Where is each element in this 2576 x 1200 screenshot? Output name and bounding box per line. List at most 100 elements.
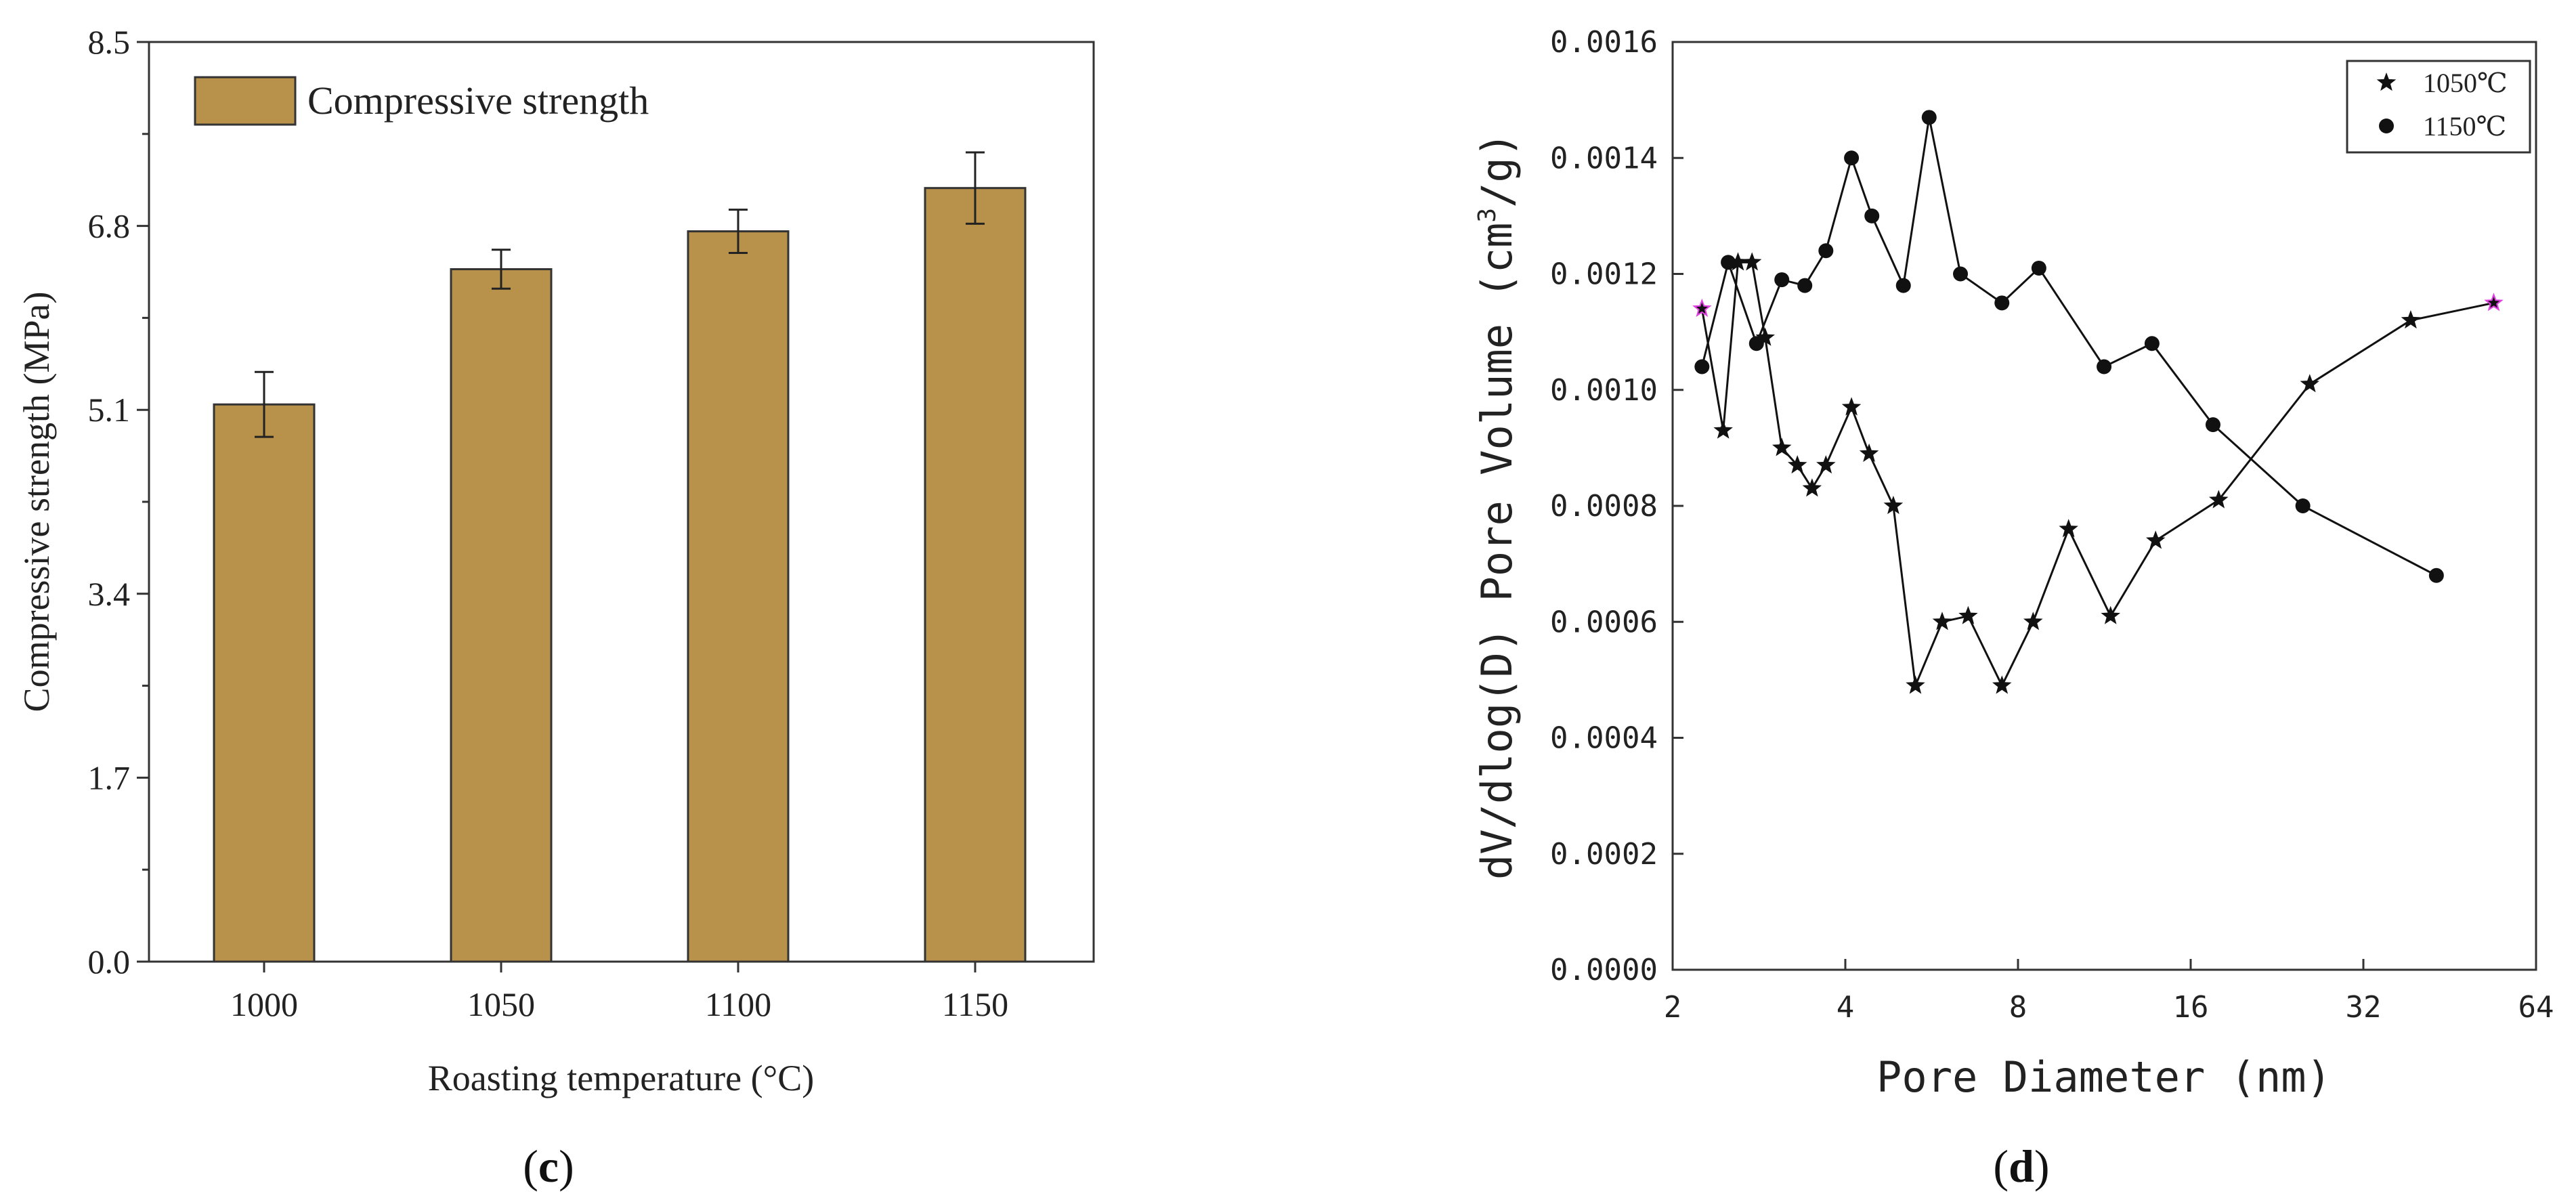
y-axis-label-superscript: 3: [1474, 208, 1501, 223]
legend-circle-marker: [2379, 119, 2394, 133]
series-point-1150: [1818, 243, 1834, 259]
error-bar-1150: [966, 151, 985, 225]
series-point-1050: [1958, 605, 1978, 624]
series-point-1150: [1844, 150, 1860, 166]
y-tick-label: 0.0016: [1550, 25, 1658, 60]
panel-label-open: (: [1993, 1140, 2009, 1192]
series-point-1150: [1895, 278, 1911, 293]
series-point-core: [2487, 297, 2500, 308]
series-point-1050: [1906, 675, 1925, 694]
y-tick-label: 0.0004: [1550, 721, 1658, 756]
series-point-1050: [2300, 374, 2319, 393]
series-point-1050: [1802, 478, 1822, 497]
bar-1050: [450, 268, 553, 963]
series-point-1050: [2209, 490, 2229, 509]
series-point-core: [1696, 302, 1708, 314]
series-point-1150: [2097, 359, 2112, 374]
compressive-strength-chart: 0.0 1.7 3.4 5.1 6.8 8.5 1000 1050 1100 1150 Comp…: [16, 23, 1095, 1192]
y-tick-label: 0.0006: [1550, 605, 1658, 639]
error-bar-group: [255, 151, 985, 438]
y-tick-label: 8.5: [88, 23, 131, 61]
bar-1000: [213, 403, 316, 963]
legend-markers: [2376, 72, 2397, 133]
series-point-1150: [1721, 255, 1736, 270]
series-point-1150: [2144, 336, 2160, 351]
y-tick-label: 1.7: [88, 758, 131, 796]
y-tick-label: 5.1: [88, 391, 131, 429]
y-tick-label: 6.8: [88, 207, 131, 245]
legend: Compressive strength: [194, 76, 649, 126]
x-tick-label-64: 64: [2518, 990, 2554, 1025]
series-point-1050: [2023, 612, 2043, 630]
y-axis-ticks: 0.0 1.7 3.4 5.1 6.8 8.5: [88, 23, 149, 981]
x-axis-ticks: 2 4 8 16 32 64: [1664, 959, 2554, 1025]
series-point-1150: [1921, 110, 1937, 125]
legend-box: [2346, 60, 2531, 154]
series-point-1050: [1713, 420, 1733, 439]
x-tick-label-4: 4: [1837, 990, 1855, 1025]
x-tick-label-1050: 1050: [467, 985, 535, 1023]
series-point-1050: [1728, 252, 1748, 271]
y-tick-label: 0.0008: [1550, 489, 1658, 523]
legend-label-1150: 1150℃: [2423, 111, 2506, 142]
series-point-1150: [1774, 272, 1790, 288]
x-axis-label: Roasting temperature (°C): [428, 1058, 814, 1098]
y-tick-label: 0.0: [88, 943, 131, 981]
plot-frame: [1671, 41, 2537, 971]
series-point-1050: [1788, 455, 1807, 474]
x-axis-label: Pore Diameter (nm): [1876, 1052, 2332, 1102]
series-point-1150: [1748, 336, 1764, 351]
series-point-1150: [2295, 498, 2311, 513]
error-bar-1100: [729, 209, 748, 255]
x-tick-label-8: 8: [2009, 990, 2027, 1025]
series-lines: [1700, 117, 2494, 690]
y-tick-label: 3.4: [88, 575, 131, 613]
series-line-1050: [1700, 261, 2494, 690]
series-point-1050: [1932, 612, 1952, 630]
panel-label-letter: c: [538, 1140, 559, 1192]
y-axis-ticks: 0.0000 0.0002 0.0004 0.0006 0.0008 0.0010 0.00…: [1550, 25, 1683, 987]
bar-1150: [924, 187, 1027, 963]
series-point-1050: [1859, 443, 1879, 463]
series-point-1050: [1841, 397, 1862, 416]
x-tick-label-32: 32: [2346, 990, 2382, 1025]
y-tick-label: 0.0014: [1550, 141, 1658, 175]
y-axis-label-unit: /g): [1472, 132, 1522, 208]
x-tick-label-16: 16: [2173, 990, 2209, 1025]
panel-label-close: ): [2034, 1140, 2050, 1192]
pore-volume-chart: 0.0000 0.0002 0.0004 0.0006 0.0008 0.0010 0.00…: [1472, 25, 2554, 1192]
series-point-1050: [1742, 252, 1762, 271]
error-bar-1050: [492, 249, 511, 290]
legend: 1050℃ 1150℃: [2346, 60, 2531, 154]
y-axis-label: Compressive strength (MPa): [16, 292, 57, 712]
y-axis-label-main: dV/dlog(D) Pore Volume (cm: [1472, 223, 1522, 880]
series-point-1050: [1772, 437, 1792, 456]
y-axis-label: dV/dlog(D) Pore Volume (cm3/g): [1472, 132, 1522, 880]
panel-label-c: (c): [523, 1140, 574, 1192]
series-markers: [1692, 110, 2504, 694]
series-point-1050: [2059, 519, 2078, 538]
panel-label-open: (: [523, 1140, 538, 1192]
y-tick-label: 0.0010: [1550, 373, 1658, 408]
series-point-1050: [1883, 496, 1904, 515]
legend-swatch: [194, 76, 297, 126]
series-point-1150: [2428, 567, 2444, 583]
series-point-1150: [1797, 278, 1813, 293]
series-point-1150: [2031, 260, 2046, 276]
legend-star-marker: [2376, 72, 2397, 91]
series-point-1150: [2205, 417, 2220, 433]
panel-label-letter: d: [2009, 1140, 2034, 1192]
series-point-1050: [1992, 675, 2012, 694]
legend-label: Compressive strength: [307, 79, 649, 123]
bar-group: [213, 187, 1027, 963]
x-axis-ticks: 1000 1050 1100 1150: [230, 962, 1008, 1023]
panel-label-d: (d): [1993, 1140, 2049, 1192]
legend-label-1050: 1050℃: [2423, 68, 2508, 98]
x-tick-label-2: 2: [1664, 990, 1682, 1025]
bar-1100: [687, 230, 790, 963]
error-bar-1000: [255, 370, 274, 438]
series-point-1150: [1694, 359, 1710, 374]
series-line-1150: [1700, 117, 2437, 577]
y-tick-label: 0.0000: [1550, 953, 1658, 987]
